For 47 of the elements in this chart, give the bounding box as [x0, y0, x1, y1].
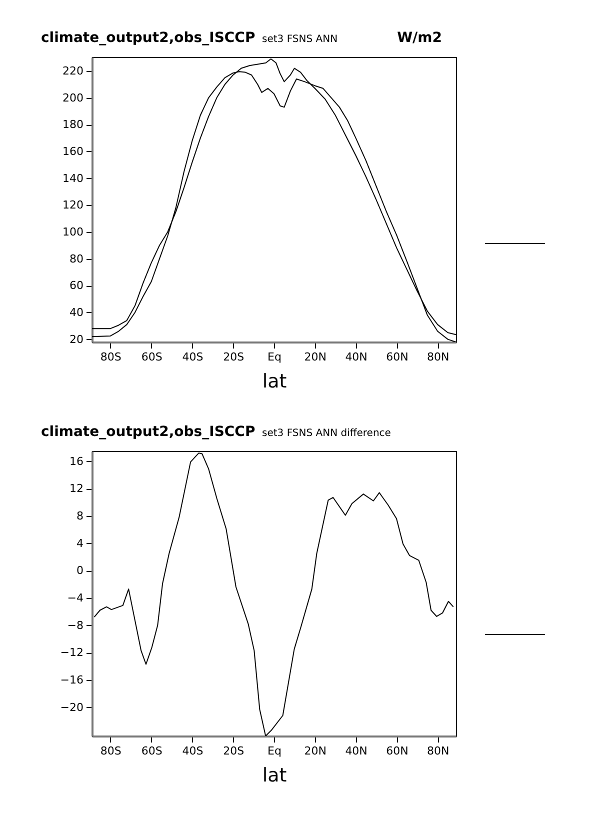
y-tick-label: −8: [67, 618, 84, 632]
chart-title: climate_output2,obs_ISCCP: [41, 424, 256, 440]
x-axis-title: lat: [262, 370, 287, 392]
chart-title: climate_output2,obs_ISCCP: [41, 30, 256, 46]
y-tick-label: 160: [62, 144, 84, 158]
y-tick-label: 60: [70, 279, 84, 292]
y-tick-label: 100: [62, 225, 84, 238]
y-tick-label: 200: [62, 91, 84, 104]
chart-subtitle: set3 FSNS ANN: [262, 34, 338, 45]
x-tick-label: 20S: [223, 350, 244, 364]
x-axis-title: lat: [262, 764, 287, 786]
chart-subtitle: set3 FSNS ANN difference: [262, 428, 391, 439]
x-tick-label: 60S: [141, 744, 162, 758]
y-tick-label: 180: [62, 118, 84, 132]
y-tick-label: 120: [62, 198, 84, 212]
y-tick-label: −4: [67, 591, 84, 604]
x-tick-label: 80N: [426, 744, 450, 758]
y-tick-label: −12: [60, 646, 84, 660]
x-tick-label: 40S: [182, 744, 204, 758]
x-tick-label: 40S: [182, 350, 204, 364]
y-tick-label: 0: [76, 564, 84, 578]
x-tick-label: 60N: [386, 744, 408, 758]
y-tick-label: −20: [60, 700, 84, 714]
y-tick-label: 140: [62, 172, 84, 185]
x-tick-label: 80S: [100, 744, 122, 758]
text: W/m2: [397, 30, 442, 46]
x-tick-label: 20N: [304, 350, 327, 364]
x-tick-label: 80N: [426, 350, 450, 364]
x-tick-label: 40N: [345, 744, 368, 758]
x-tick-label: Eq: [268, 350, 282, 364]
x-tick-label: 60S: [141, 350, 162, 364]
y-tick-label: −16: [60, 673, 84, 686]
y-tick-label: 4: [76, 536, 84, 550]
x-tick-label: 20N: [304, 744, 327, 758]
y-tick-label: 40: [70, 306, 84, 319]
x-tick-label: 40N: [345, 350, 368, 364]
y-tick-label: 8: [76, 509, 84, 522]
y-tick-label: 80: [70, 252, 84, 266]
x-tick-label: 80S: [100, 350, 122, 364]
line-series: [94, 452, 454, 736]
x-tick-label: 20S: [223, 744, 244, 758]
y-tick-label: 12: [70, 482, 84, 496]
y-tick-label: 16: [70, 454, 84, 468]
x-tick-label: 60N: [386, 350, 408, 364]
x-tick-label: Eq: [268, 744, 282, 758]
y-tick-label: 220: [62, 64, 84, 78]
y-tick-label: 20: [70, 332, 84, 346]
